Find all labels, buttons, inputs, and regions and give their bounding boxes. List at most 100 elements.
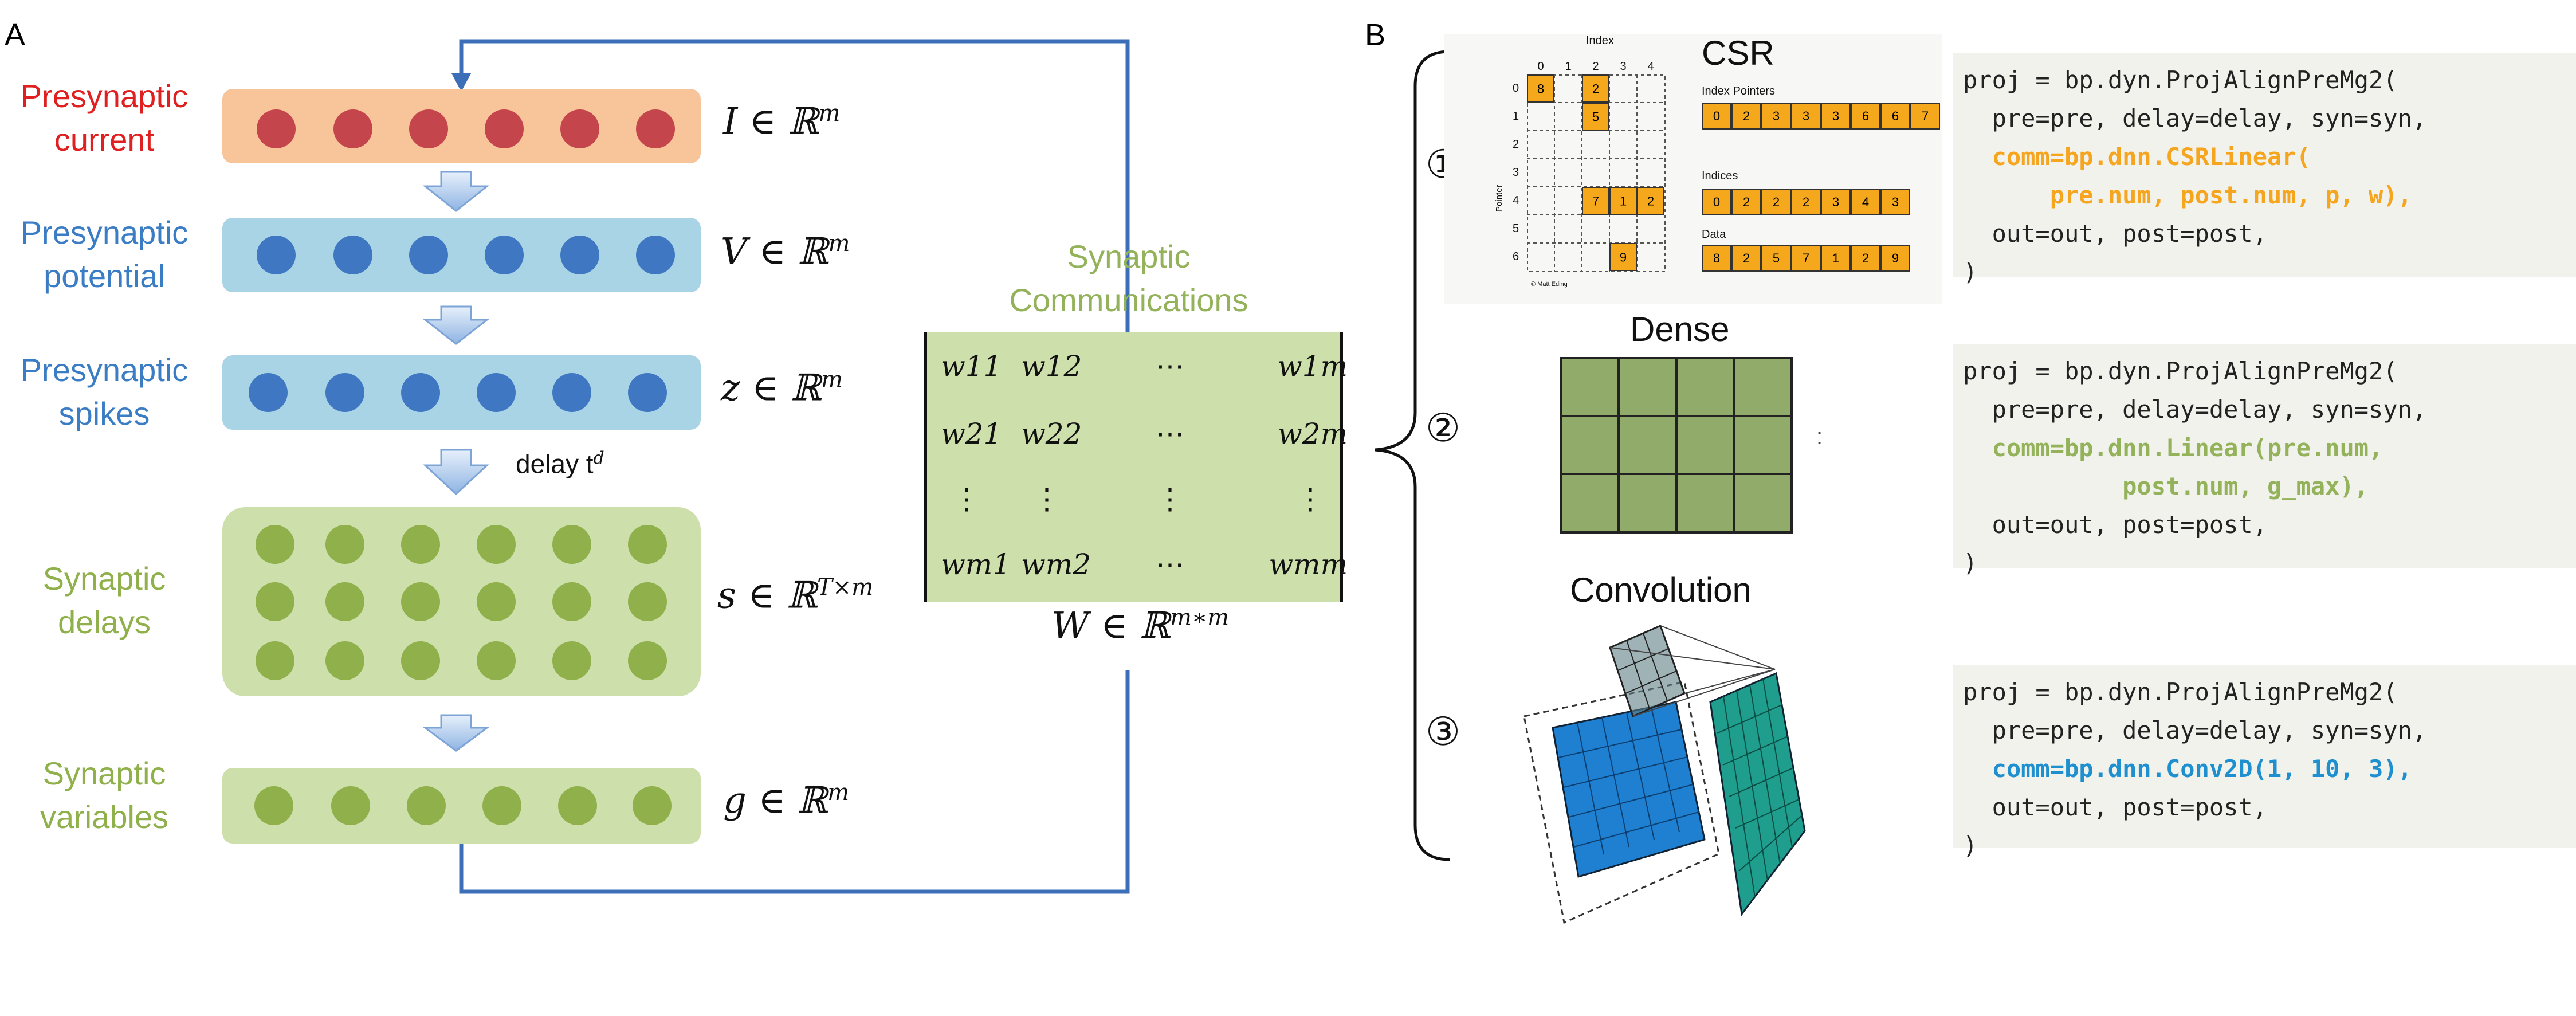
- neuron: [256, 582, 294, 621]
- panel-a-label: A: [5, 18, 26, 52]
- csr-sparse-matrix: 8 2 5 7 1 2 9: [1527, 74, 1666, 272]
- flow-arrows: [422, 171, 490, 752]
- neuron: [560, 236, 599, 274]
- neuron: [254, 786, 293, 825]
- down-arrow: [422, 714, 490, 752]
- csr-title: CSR: [1702, 34, 1774, 72]
- convolution-illustration: [1523, 624, 1806, 924]
- array-cell: 6: [1851, 103, 1880, 130]
- down-arrow: [422, 305, 490, 345]
- neuron: [485, 109, 524, 148]
- data-label: Data: [1702, 228, 1726, 241]
- neuron: [401, 373, 440, 412]
- col-index: 0: [1537, 60, 1544, 73]
- matrix-cell: wm2: [1021, 548, 1091, 581]
- code-line: proj = bp.dyn.ProjAlignPreMg2(: [1963, 66, 2398, 94]
- array-cell: 5: [1761, 245, 1791, 272]
- math-text: z ∈ ℝ: [721, 367, 821, 410]
- csr-nonzero-cell: [1582, 103, 1609, 131]
- array-cell: 9: [1880, 245, 1910, 272]
- matrix-cell: ⋯: [1156, 417, 1184, 450]
- layer-label-line1: Presynaptic: [20, 352, 189, 388]
- matrix-title: Synaptic Communications: [922, 235, 1335, 322]
- matrix-caption: W ∈ ℝm∗m: [1051, 605, 1229, 647]
- neuron: [485, 236, 524, 274]
- matrix-cell: w1m: [1277, 350, 1348, 383]
- layer-variables-label: Synaptic variables: [1, 752, 207, 839]
- csr-pointer-label: Pointer: [1494, 185, 1504, 212]
- neuron: [560, 109, 599, 148]
- neuron: [401, 525, 440, 564]
- row-index: 2: [1513, 138, 1519, 151]
- caption-sup: m∗m: [1170, 605, 1230, 631]
- math-text: g ∈ ℝ: [723, 779, 828, 822]
- csr-index-label: Index: [1586, 34, 1614, 47]
- neuron: [333, 109, 372, 148]
- data-array: 8 2 5 7 1 2 9: [1702, 245, 1910, 272]
- csr-nonzero-cell: [1609, 243, 1637, 271]
- code-line: out=out, post=post,: [1963, 511, 2268, 539]
- layer-label-line2: spikes: [58, 395, 150, 431]
- csr-cell-value: 1: [1620, 194, 1627, 209]
- layer-label-line1: Synaptic: [42, 560, 166, 597]
- layer-label-line2: variables: [40, 799, 169, 835]
- neuron: [633, 786, 672, 825]
- neuron: [628, 373, 667, 412]
- matrix-cell: ⋮: [1032, 482, 1061, 516]
- code-line: ): [1963, 549, 1978, 577]
- neuron: [552, 373, 591, 412]
- neuron: [552, 582, 591, 621]
- math-text: I ∈ ℝ: [723, 100, 819, 143]
- code-line: proj = bp.dyn.ProjAlignPreMg2(: [1963, 678, 2398, 706]
- matrix-cell: w22: [1021, 417, 1082, 450]
- convolution-title: Convolution: [1570, 571, 1752, 609]
- row-index: 1: [1513, 110, 1519, 123]
- math-sup: m: [828, 230, 850, 257]
- delays-neurons: [256, 525, 667, 680]
- csr-cells: 8 2 5 7 1 2 9: [1527, 74, 1664, 271]
- csr-nonzero-cell: [1582, 187, 1609, 215]
- layer-spikes-label: Presynaptic spikes: [1, 348, 207, 436]
- array-cell: 2: [1761, 189, 1791, 215]
- layer-label-line1: Presynaptic: [20, 78, 189, 114]
- variables-neurons: [254, 786, 672, 825]
- csr-col-indices: 0 1 2 3 4: [1527, 60, 1664, 73]
- neuron: [256, 525, 294, 564]
- dense-title: Dense: [1630, 310, 1730, 348]
- array-cell: 0: [1702, 189, 1731, 215]
- indices-array: 0 2 2 2 3 4 3: [1702, 189, 1910, 215]
- row-index: 0: [1513, 82, 1519, 95]
- loop-line-bottom: [459, 670, 1130, 894]
- neuron: [333, 236, 372, 274]
- matrix-cell: w12: [1021, 350, 1082, 383]
- row-index: 5: [1513, 222, 1519, 235]
- layer-label-line2: potential: [44, 258, 165, 294]
- array-cell: 4: [1851, 189, 1880, 215]
- array-cell: 2: [1851, 245, 1880, 272]
- matrix-cell: w11: [941, 350, 1002, 383]
- row-index: 3: [1513, 166, 1519, 179]
- loop-line-top: [459, 39, 1130, 332]
- index-pointers-label: Index Pointers: [1702, 85, 1775, 97]
- down-arrow: [423, 449, 489, 496]
- item-number-3: ③: [1426, 709, 1460, 755]
- neuron: [257, 109, 296, 148]
- layer-variables-math: g ∈ ℝm: [723, 779, 849, 822]
- neuron: [407, 786, 446, 825]
- row-index: 4: [1513, 194, 1519, 207]
- array-cell: 2: [1791, 189, 1821, 215]
- potential-neurons: [257, 236, 675, 274]
- matrix-cell: ⋮: [1296, 482, 1325, 516]
- neuron: [331, 786, 370, 825]
- array-cell: 2: [1731, 189, 1761, 215]
- index-pointers-array: 0 2 3 3 3 6 6 7: [1702, 103, 1940, 130]
- csr-nonzero-cell: [1582, 74, 1609, 103]
- csr-nonzero-cell: [1637, 187, 1664, 215]
- neuron: [477, 373, 516, 412]
- math-sup: m: [820, 367, 843, 393]
- layer-current-box: [222, 89, 701, 163]
- matrix-cell: ⋮: [1156, 482, 1184, 516]
- matrix-cell: ⋯: [1156, 548, 1184, 581]
- indices-label: Indices: [1702, 170, 1738, 182]
- code-line-highlight: comm=bp.dnn.CSRLinear(: [1963, 143, 2311, 171]
